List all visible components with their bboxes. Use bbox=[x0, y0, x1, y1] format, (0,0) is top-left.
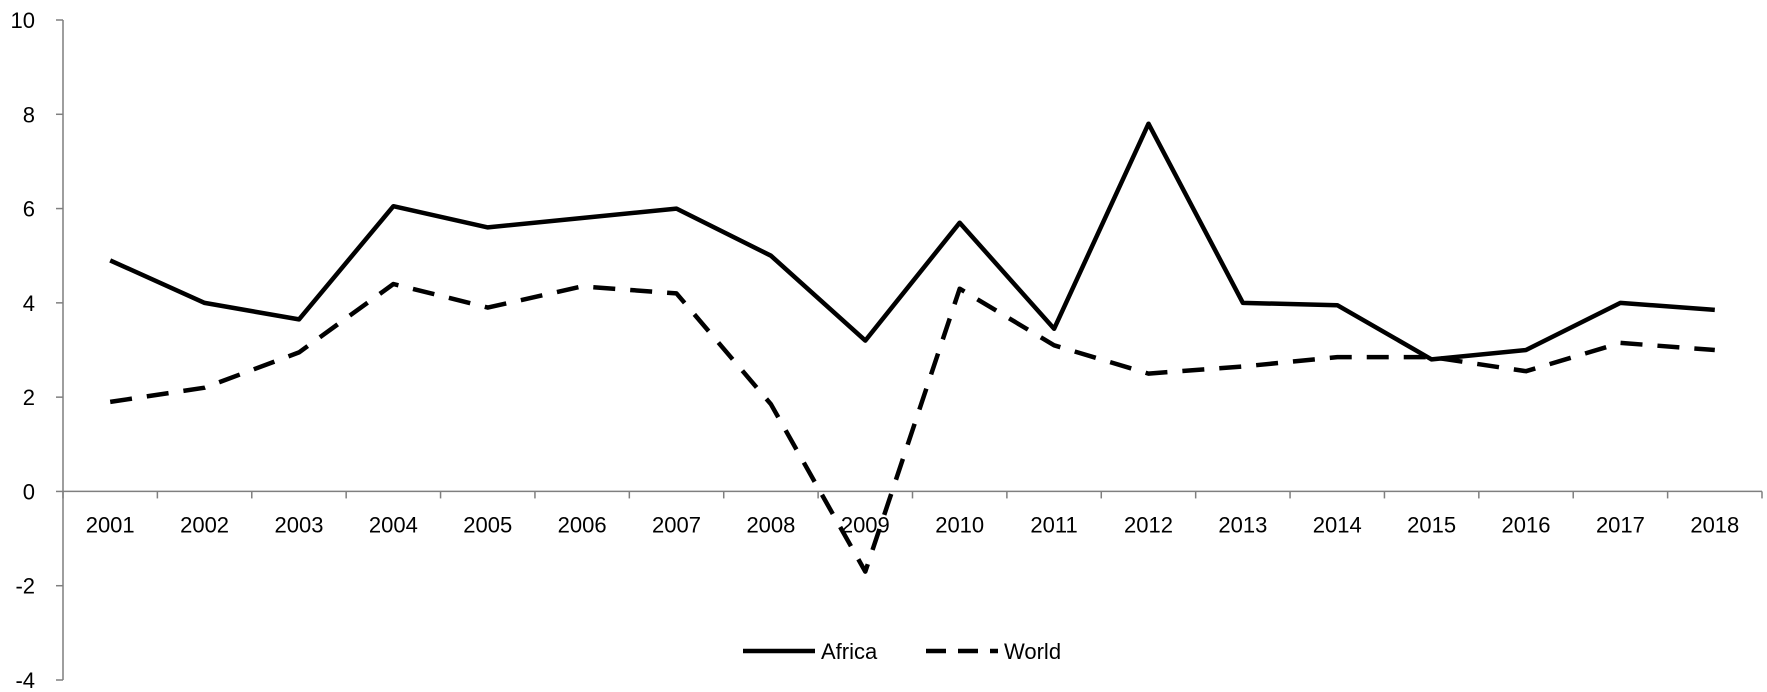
x-tick-label: 2012 bbox=[1124, 512, 1173, 537]
y-tick-label: 2 bbox=[23, 385, 35, 410]
legend-label-world: World bbox=[1004, 639, 1061, 664]
x-tick-label: 2008 bbox=[746, 512, 795, 537]
x-tick-label: 2013 bbox=[1218, 512, 1267, 537]
x-tick-label: 2001 bbox=[86, 512, 135, 537]
x-tick-label: 2018 bbox=[1690, 512, 1739, 537]
x-tick-label: 2016 bbox=[1502, 512, 1551, 537]
y-tick-label: 0 bbox=[23, 479, 35, 504]
y-axis: -4 -2 0 2 4 6 8 10 bbox=[11, 8, 64, 692]
x-tick-label: 2009 bbox=[841, 512, 890, 537]
y-tick-label: -4 bbox=[15, 668, 35, 692]
y-tick-label: 6 bbox=[23, 197, 35, 222]
y-tick-label: -2 bbox=[15, 574, 35, 599]
y-tick-label: 8 bbox=[23, 102, 35, 127]
x-tick-label: 2004 bbox=[369, 512, 418, 537]
x-tick-label: 2015 bbox=[1407, 512, 1456, 537]
y-tick-label: 10 bbox=[11, 8, 35, 33]
legend-label-africa: Africa bbox=[821, 639, 878, 664]
x-tick-label: 2002 bbox=[180, 512, 229, 537]
x-tick-label: 2007 bbox=[652, 512, 701, 537]
series-line-africa bbox=[109, 121, 1715, 362]
y-tick-label: 4 bbox=[23, 291, 35, 316]
series-line-world bbox=[109, 281, 1715, 574]
x-tick-label: 2006 bbox=[558, 512, 607, 537]
x-tick-label: 2014 bbox=[1313, 512, 1362, 537]
legend: Africa World bbox=[743, 639, 1061, 664]
x-axis: 2001 2002 2003 2004 2005 2006 2007 2008 2009 2010… bbox=[62, 490, 1763, 537]
x-tick-label: 2017 bbox=[1596, 512, 1645, 537]
x-tick-label: 2011 bbox=[1030, 512, 1077, 537]
x-tick-label: 2005 bbox=[463, 512, 512, 537]
series-lines bbox=[109, 121, 1715, 574]
x-tick-label: 2010 bbox=[935, 512, 984, 537]
x-tick-label: 2003 bbox=[274, 512, 323, 537]
